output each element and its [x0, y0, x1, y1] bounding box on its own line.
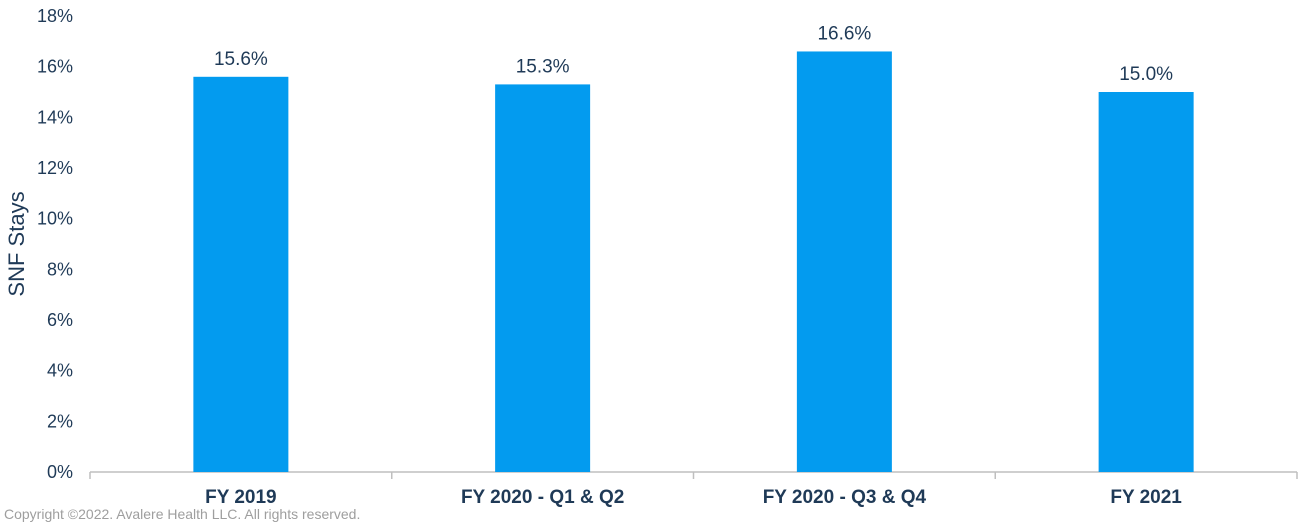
bar — [796, 51, 892, 472]
bar-data-label: 16.6% — [817, 23, 871, 44]
y-tick-label: 6% — [47, 310, 73, 330]
y-tick-label: 8% — [47, 259, 73, 279]
bar — [1098, 92, 1194, 472]
x-tick-label: FY 2019 — [205, 487, 276, 508]
y-tick-label: 2% — [47, 411, 73, 431]
bar-data-label: 15.0% — [1119, 64, 1173, 85]
y-tick-label: 14% — [37, 107, 73, 127]
x-tick-label: FY 2021 — [1110, 487, 1182, 508]
y-tick-label: 0% — [47, 462, 73, 482]
x-tick-label: FY 2020 - Q1 & Q2 — [461, 487, 624, 508]
y-tick-label: 10% — [37, 209, 73, 229]
x-axis-ticks: FY 2019 FY 2020 - Q1 & Q2 FY 2020 - Q3 & Q… — [89, 472, 1298, 508]
y-tick-label: 12% — [37, 158, 73, 178]
bar — [495, 84, 591, 473]
bars: 15.6% 15.3% 16.6% 15.0% — [193, 23, 1194, 473]
y-tick-label: 4% — [47, 361, 73, 381]
x-tick-label: FY 2020 - Q3 & Q4 — [763, 487, 927, 508]
y-axis-ticks: 0% 2% 4% 6% 8% 10% 12% 14% 16% 18% — [37, 6, 73, 482]
y-tick-label: 18% — [37, 6, 73, 26]
bar-data-label: 15.6% — [214, 49, 268, 70]
y-axis-label: SNF Stays — [4, 191, 29, 296]
bar — [193, 76, 289, 473]
y-tick-label: 16% — [37, 57, 73, 77]
bar-data-label: 15.3% — [516, 56, 570, 77]
copyright-notice: Copyright ©2022. Avalere Health LLC. All… — [4, 506, 361, 522]
